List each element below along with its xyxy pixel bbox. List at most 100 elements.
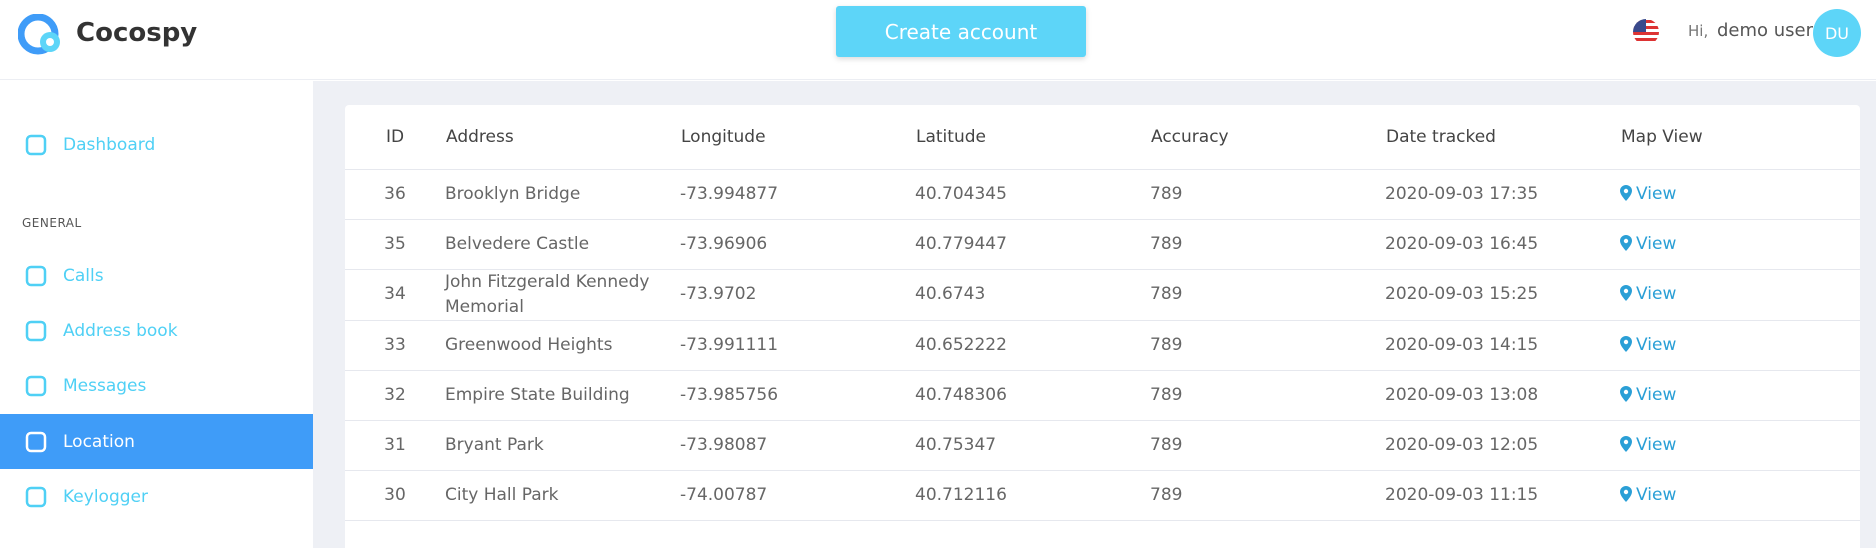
cell: -73.991111 [680,320,915,371]
map-cell: View [1620,470,1860,521]
main: ID Address Longitude Latitude Accuracy Date t… [313,81,1876,548]
table-card: ID Address Longitude Latitude Accuracy Date t… [345,105,1860,548]
greeting: Hi, [1688,22,1709,40]
map-cell: View [1620,420,1860,471]
cell: 40.75347 [915,420,1150,471]
cell: City Hall Park [445,470,680,521]
table-row: 36 Brooklyn Bridge -73.994877 40.704345 789 2… [345,169,1860,220]
table-row: 34 John Fitzgerald Kennedy Memorial -73.97… [345,269,1860,321]
cell: 40.6743 [915,269,1150,321]
cell: 2020-09-03 11:15 [1385,470,1620,521]
table-row: 33 Greenwood Heights -73.991111 40.652222 78… [345,320,1860,371]
section-label: GENERAL [22,216,82,230]
cell: -73.9702 [680,269,915,321]
cell: 789 [1150,219,1385,270]
table-body: 36 Brooklyn Bridge -73.994877 40.704345 789 2… [345,169,1860,521]
column-header: Address [445,105,680,170]
nav-icon [25,320,47,341]
map-cell: View [1620,370,1860,421]
nav-item[interactable]: Calls [0,248,313,303]
nav-icon [25,431,47,452]
nav-item[interactable]: Location [0,414,313,469]
view-link[interactable]: View [1636,484,1677,505]
view-link[interactable]: View [1636,284,1677,304]
table-row: 35 Belvedere Castle -73.96906 40.779447 789 2… [345,219,1860,270]
header: Cocospy Create account Hi, demo user DU [0,0,1876,80]
flag[interactable] [1632,18,1660,46]
cell: -73.98087 [680,420,915,471]
cell: 34 [345,269,445,321]
column-header: Map View [1620,105,1860,170]
column-header: ID [345,105,445,170]
cell: Greenwood Heights [445,320,680,371]
nav-item[interactable]: Keylogger [0,469,313,524]
view-link[interactable]: View [1636,233,1677,254]
avatar[interactable]: DU [1813,9,1861,57]
nav-icon [25,486,47,507]
cell: -73.985756 [680,370,915,421]
cell: 2020-09-03 14:15 [1385,320,1620,371]
cell: 789 [1150,269,1385,321]
brand: Cocospy [76,18,198,48]
cell: Bryant Park [445,420,680,471]
cell: 2020-09-03 17:35 [1385,169,1620,220]
cell: 36 [345,169,445,220]
nav-icon [25,375,47,396]
table-row: 30 City Hall Park -74.00787 40.712116 789 202… [345,470,1860,521]
header-row: ID Address Longitude Latitude Accuracy Date t… [345,105,1860,170]
view-link[interactable]: View [1636,384,1677,405]
nav-icon [25,265,47,286]
view-link[interactable]: View [1636,434,1677,455]
cell: 40.748306 [915,370,1150,421]
cell: 2020-09-03 12:05 [1385,420,1620,471]
cell: 2020-09-03 16:45 [1385,219,1620,270]
cell: Belvedere Castle [445,219,680,270]
map-cell: View [1620,269,1860,321]
location-table: ID Address Longitude Latitude Accuracy Date t… [345,105,1860,521]
cell: 40.712116 [915,470,1150,521]
nav-icon [25,134,47,155]
table-row: 32 Empire State Building -73.985756 40.7483… [345,370,1860,421]
table-row: 31 Bryant Park -73.98087 40.75347 789 2020-09… [345,420,1860,471]
column-header: Longitude [680,105,915,170]
cell: 789 [1150,370,1385,421]
cell: 789 [1150,169,1385,220]
create-account-button[interactable]: Create account [836,6,1086,57]
cell: 789 [1150,420,1385,471]
view-link[interactable]: View [1636,183,1677,204]
cell: 789 [1150,470,1385,521]
nav-item[interactable]: Dashboard [0,117,313,172]
cell: John Fitzgerald Kennedy Memorial [445,269,680,321]
column-header: Date tracked [1385,105,1620,170]
cell: Empire State Building [445,370,680,421]
pin-icon [1620,435,1632,452]
map-cell: View [1620,169,1860,220]
pin-icon [1620,234,1632,251]
cell: 33 [345,320,445,371]
user-name[interactable]: demo user [1717,20,1814,41]
pin-icon [1620,285,1632,301]
view-link[interactable]: View [1636,334,1677,355]
column-header: Accuracy [1150,105,1385,170]
pin-icon [1620,485,1632,502]
cell: -73.96906 [680,219,915,270]
map-cell: View [1620,219,1860,270]
cell: 2020-09-03 15:25 [1385,269,1620,321]
cell: 32 [345,370,445,421]
cell: 30 [345,470,445,521]
cell: 789 [1150,320,1385,371]
cell: -74.00787 [680,470,915,521]
pin-icon [1620,184,1632,201]
cell: Brooklyn Bridge [445,169,680,220]
pin-icon [1620,335,1632,352]
cell: 31 [345,420,445,471]
nav-item[interactable]: Address book [0,303,313,358]
column-header: Latitude [915,105,1150,170]
pin-icon [1620,385,1632,402]
nav-item[interactable]: Messages [0,358,313,413]
logo [18,14,60,55]
cell: -73.994877 [680,169,915,220]
cell: 40.704345 [915,169,1150,220]
sidebar: Dashboard GENERAL Calls Address book Message… [0,81,313,548]
